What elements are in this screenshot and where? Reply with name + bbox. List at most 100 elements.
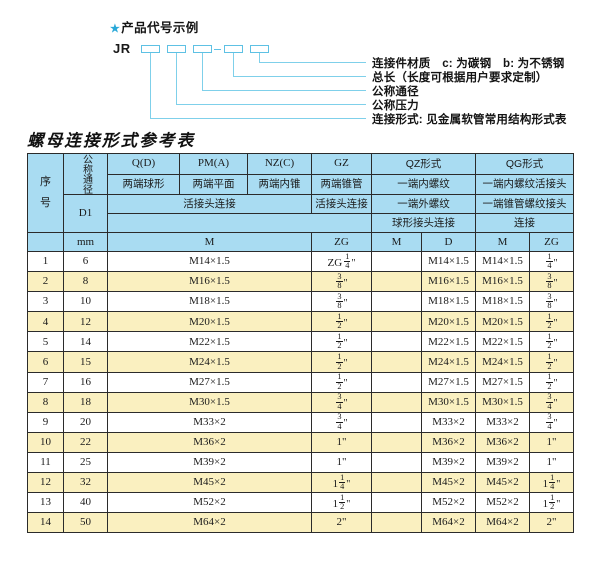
header-desc-gz: 两端锥管 [311, 173, 372, 195]
cell-qz-d: M27×1.5 [421, 371, 476, 393]
header-code-qg: QG形式 [475, 153, 574, 175]
nut-connection-spec-table: 序 号 公称通径 Q(D) PM(A) NZ(C) GZ QZ形式 QG形式 两… [27, 153, 574, 534]
cell-gz-size: 1" [311, 451, 372, 474]
header-conn-connect: 连接 [475, 213, 574, 233]
cell-seq: 4 [27, 311, 64, 333]
header-code-nzc: NZ(C) [247, 153, 312, 175]
cell-nominal-bore: 15 [63, 351, 108, 373]
cell-qg-m: M14×1.5 [475, 250, 530, 273]
cell-union-thread-m: M36×2 [107, 431, 312, 453]
header-unit-zg-qg: ZG [529, 232, 574, 252]
cell-seq: 12 [27, 472, 64, 494]
leader-line-h-1 [259, 62, 366, 64]
cell-qz-m [371, 371, 422, 393]
cell-gz-size: 3 8 " [311, 271, 372, 293]
cell-qg-zg: 1 2 " [529, 311, 574, 333]
cell-seq: 5 [27, 331, 64, 353]
cell-union-thread-m: M18×1.5 [107, 291, 312, 313]
table-row: 12 32 M45×2 1 1 4 " M45×2 M45×2 1 1 4 " [27, 472, 574, 494]
header-unit-m-qz: M [371, 232, 422, 252]
header-d1-label: D1 [78, 207, 93, 220]
cell-qz-d: M52×2 [421, 492, 476, 514]
cell-gz-size: 3 4 " [311, 411, 372, 433]
cell-union-thread-m: M45×2 [107, 472, 312, 494]
cell-gz-size: 1" [311, 431, 372, 453]
product-code-heading-text: 产品代号示例 [121, 21, 199, 35]
table-row: 7 16 M27×1.5 1 2 " M27×1.5 M27×1.5 1 2 " [27, 371, 574, 393]
table-row: 5 14 M22×1.5 1 2 " M22×1.5 M22×1.5 1 2 " [27, 331, 574, 353]
cell-qg-m: M20×1.5 [475, 311, 530, 333]
cell-union-thread-m: M27×1.5 [107, 371, 312, 393]
cell-gz-size: 2" [311, 512, 372, 534]
table-row: 6 15 M24×1.5 1 2 " M24×1.5 M24×1.5 1 2 " [27, 351, 574, 373]
cell-qg-m: M36×2 [475, 431, 530, 453]
header-unit-m-qg: M [475, 232, 530, 252]
cell-nominal-bore: 32 [63, 472, 108, 494]
cell-qg-zg: 3 4 " [529, 411, 574, 433]
cell-qz-d: M24×1.5 [421, 351, 476, 373]
leader-line-v-3 [202, 53, 204, 91]
cell-qz-d: M64×2 [421, 512, 476, 534]
cell-qg-m: M27×1.5 [475, 371, 530, 393]
leader-line-h-5 [150, 118, 366, 120]
header-desc-qz: 一端内螺纹 [371, 173, 476, 195]
code-box-1 [141, 45, 160, 53]
cell-qz-d: M45×2 [421, 472, 476, 494]
header-row-units: mm M ZG M D M ZG [27, 232, 574, 252]
cell-gz-size: 1 2 " [311, 351, 372, 373]
header-unit-zg-gz: ZG [311, 232, 372, 252]
header-nominal-bore: 公称通径 [63, 153, 108, 195]
leader-line-h-3 [202, 90, 366, 92]
cell-qg-zg: 3 8 " [529, 291, 574, 313]
legend-item-pressure: 公称压力 [372, 100, 419, 112]
table-row: 9 20 M33×2 3 4 " M33×2 M33×2 3 4 " [27, 411, 574, 433]
cell-seq: 1 [27, 250, 64, 273]
cell-union-thread-m: M52×2 [107, 492, 312, 514]
cell-qz-d: M18×1.5 [421, 291, 476, 313]
cell-qz-m [371, 391, 422, 413]
cell-qz-d: M33×2 [421, 411, 476, 433]
leader-line-v-2 [233, 53, 235, 77]
cell-gz-size: 1 1 2 " [311, 492, 372, 514]
cell-qg-m: M30×1.5 [475, 391, 530, 413]
leader-line-h-2 [233, 76, 366, 78]
product-code-heading: ★产品代号示例 [110, 17, 199, 36]
header-conn-union-1: 活接头连接 [107, 194, 312, 214]
header-nominal-bore-text: 公称通径 [80, 154, 92, 194]
header-desc-qd: 两端球形 [107, 173, 180, 195]
header-seq-line2: 号 [40, 197, 51, 209]
header-seq-line1: 序 [40, 176, 51, 189]
cell-qg-m: M52×2 [475, 492, 530, 514]
cell-qg-m: M24×1.5 [475, 351, 530, 373]
cell-seq: 2 [27, 271, 64, 293]
cell-qz-m [371, 311, 422, 333]
leader-line-v-5 [150, 53, 152, 119]
cell-seq: 8 [27, 391, 64, 413]
table-row: 3 10 M18×1.5 3 8 " M18×1.5 M18×1.5 3 8 " [27, 291, 574, 313]
cell-nominal-bore: 40 [63, 492, 108, 514]
cell-qg-zg: 3 4 " [529, 391, 574, 413]
cell-qg-m: M22×1.5 [475, 331, 530, 353]
cell-union-thread-m: M30×1.5 [107, 391, 312, 413]
cell-qz-m [371, 512, 422, 534]
cell-qg-zg: 1" [529, 451, 574, 474]
cell-seq: 10 [27, 431, 64, 453]
header-seq: 序 号 [27, 153, 64, 233]
cell-qg-zg: 1 2 " [529, 351, 574, 373]
cell-seq: 13 [27, 492, 64, 514]
cell-qz-d: M39×2 [421, 451, 476, 474]
header-nominal-bore-sub: D1 [63, 194, 108, 233]
header-desc-qg: 一端内螺纹活接头 [475, 173, 574, 195]
cell-qz-m [371, 451, 422, 474]
table-row: 14 50 M64×2 2" M64×2 M64×2 2" [27, 512, 574, 534]
cell-union-thread-m: M33×2 [107, 411, 312, 433]
header-row-descriptions: 两端球形 两端平面 两端内锥 两端锥管 一端内螺纹 一端内螺纹活接头 [28, 173, 574, 195]
header-conn-ext-thread: 一端外螺纹 [371, 194, 476, 214]
cell-qg-zg: 1 1 4 " [529, 472, 574, 494]
cell-qg-m: M18×1.5 [475, 291, 530, 313]
table-row: 11 25 M39×2 1" M39×2 M39×2 1" [27, 451, 574, 474]
cell-qg-m: M45×2 [475, 472, 530, 494]
cell-gz-size: 1 2 " [311, 311, 372, 333]
code-box-2 [167, 45, 186, 53]
header-code-qd: Q(D) [107, 153, 180, 175]
